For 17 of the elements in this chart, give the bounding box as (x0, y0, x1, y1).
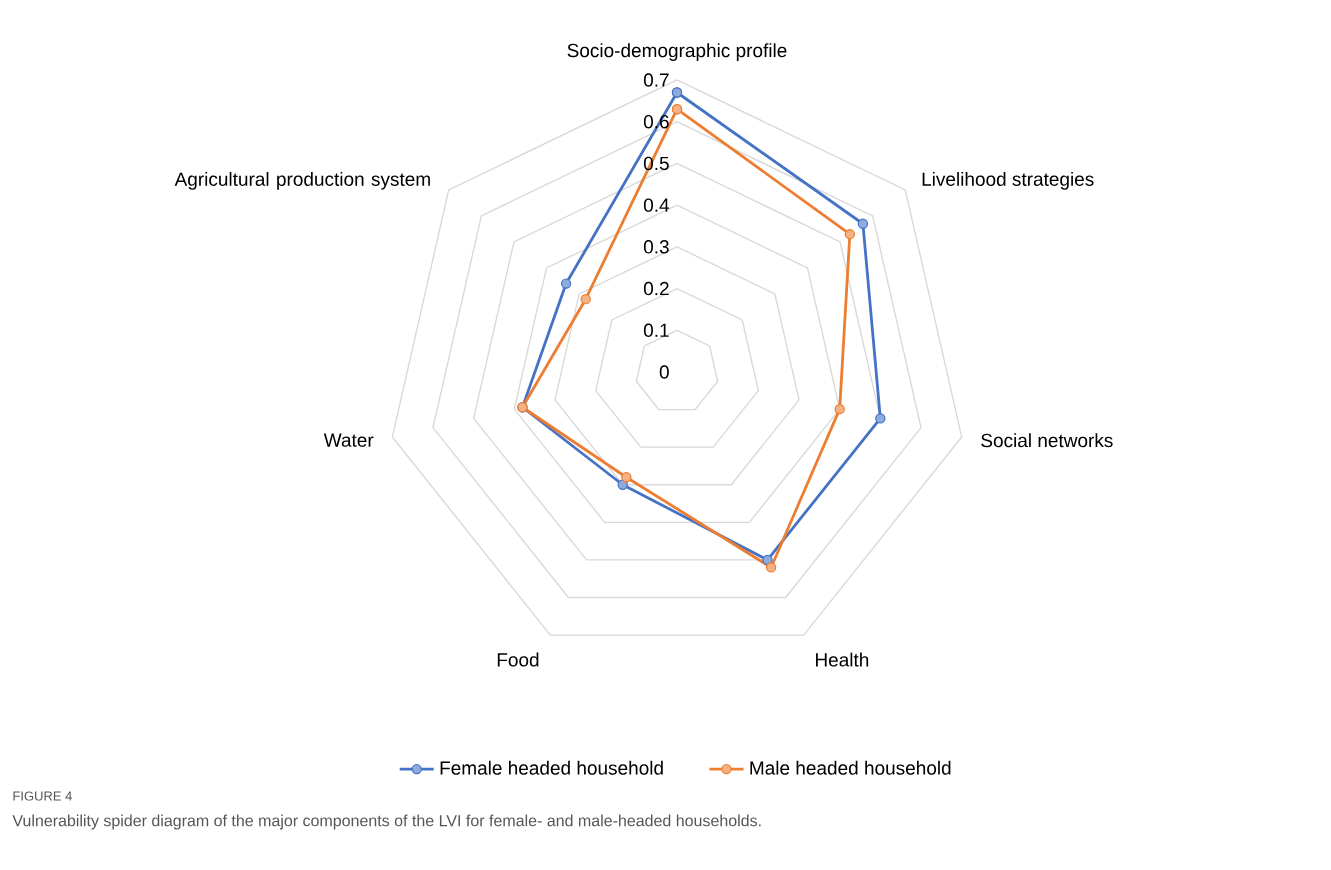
spoke-label: Water (323, 433, 374, 447)
y-tick-label: 0.1 (643, 323, 669, 338)
spoke-label: Livelihood strategies (922, 171, 1094, 190)
y-tick-label: 0.7 (643, 73, 669, 87)
y-tick-label: 0.4 (643, 198, 670, 212)
spoke-label: Food (497, 652, 539, 667)
legend-label: Female headed household (440, 760, 663, 775)
y-tick-label: 0.3 (643, 240, 669, 254)
y-tick-label: 0.2 (643, 281, 669, 296)
spoke-label: Agricultural production system (174, 171, 430, 190)
spoke-label: Socio-demographic profile (567, 43, 787, 61)
spoke-label: Social networks (981, 433, 1113, 448)
text: Vulnerability spider diagram of the major components of the LVI for female- and male-headed households. (12, 814, 761, 830)
caption: FIGURE 4 (13, 791, 72, 801)
spoke-label: Health (815, 652, 869, 667)
legend-label: Male headed household (750, 760, 951, 775)
y-tick-label: 0 (659, 365, 669, 379)
